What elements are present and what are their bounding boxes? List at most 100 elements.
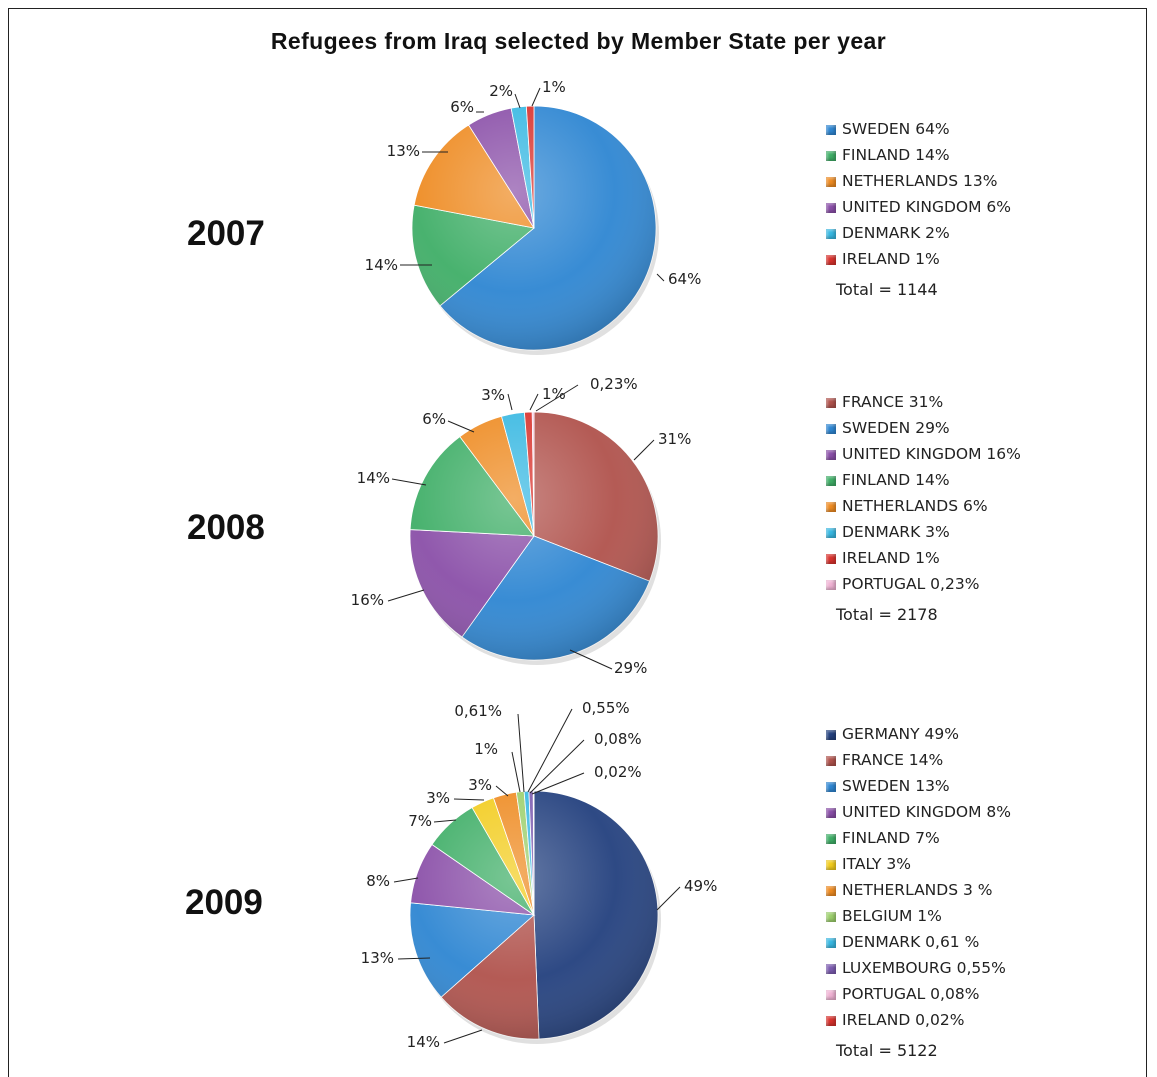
chart-title: Refugees from Iraq selected by Member St… bbox=[270, 28, 887, 54]
data-label: 31% bbox=[658, 430, 691, 448]
legend-item: DENMARK 0,61 % bbox=[826, 929, 1011, 955]
legend-label: NETHERLANDS 3 % bbox=[842, 881, 993, 899]
data-label: 13% bbox=[361, 949, 394, 967]
leader-line bbox=[531, 87, 541, 107]
legend-2008: FRANCE 31% SWEDEN 29% UNITED KINGDOM 16% FI… bbox=[826, 389, 1021, 624]
leader-line bbox=[397, 957, 431, 960]
pie-shine bbox=[410, 412, 658, 660]
data-label: 7% bbox=[408, 812, 432, 830]
leader-line bbox=[511, 751, 521, 793]
legend-swatch bbox=[826, 476, 836, 486]
leader-line bbox=[453, 798, 485, 801]
data-label: 1% bbox=[542, 78, 566, 96]
leader-line bbox=[531, 772, 585, 795]
pie-shine bbox=[412, 106, 656, 350]
legend-label: IRELAND 1% bbox=[842, 549, 940, 567]
legend-label: SWEDEN 13% bbox=[842, 777, 950, 795]
legend-swatch bbox=[826, 255, 836, 265]
leader-line bbox=[447, 420, 475, 433]
legend-label: FRANCE 31% bbox=[842, 393, 944, 411]
legend-item: FRANCE 14% bbox=[826, 747, 1011, 773]
legend-item: GERMANY 49% bbox=[826, 721, 1011, 747]
legend-label: PORTUGAL 0,23% bbox=[842, 575, 980, 593]
legend-swatch bbox=[826, 990, 836, 1000]
legend-item: UNITED KINGDOM 8% bbox=[826, 799, 1011, 825]
legend-label: UNITED KINGDOM 8% bbox=[842, 803, 1012, 821]
leader-line bbox=[507, 393, 513, 411]
legend-item: NETHERLANDS 13% bbox=[826, 168, 1011, 194]
legend-label: SWEDEN 29% bbox=[842, 419, 950, 437]
data-label: 1% bbox=[542, 385, 566, 403]
legend-item: IRELAND 0,02% bbox=[826, 1007, 1011, 1033]
legend-label: UNITED KINGDOM 16% bbox=[842, 445, 1021, 463]
data-label: 0,23% bbox=[590, 375, 638, 393]
data-label: 14% bbox=[357, 469, 390, 487]
legend-label: IRELAND 0,02% bbox=[842, 1011, 965, 1029]
legend-label: NETHERLANDS 6% bbox=[842, 497, 988, 515]
legend-item: FINLAND 7% bbox=[826, 825, 1011, 851]
legend-swatch bbox=[826, 834, 836, 844]
legend-swatch bbox=[826, 1016, 836, 1026]
legend-item: PORTUGAL 0,23% bbox=[826, 571, 1021, 597]
legend-swatch bbox=[826, 229, 836, 239]
data-label: 14% bbox=[407, 1033, 440, 1051]
leader-line bbox=[527, 708, 573, 793]
legend-item: SWEDEN 64% bbox=[826, 116, 1011, 142]
legend-swatch bbox=[826, 860, 836, 870]
legend-label: LUXEMBOURG 0,55% bbox=[842, 959, 1006, 977]
leader-line bbox=[495, 785, 509, 797]
legend-item: DENMARK 2% bbox=[826, 220, 1011, 246]
data-label: 16% bbox=[351, 591, 384, 609]
data-label: 0,55% bbox=[582, 699, 630, 717]
legend-item: DENMARK 3% bbox=[826, 519, 1021, 545]
legend-label: FRANCE 14% bbox=[842, 751, 944, 769]
data-label: 0,61% bbox=[454, 702, 502, 720]
legend-item: UNITED KINGDOM 6% bbox=[826, 194, 1011, 220]
legend-label: PORTUGAL 0,08% bbox=[842, 985, 980, 1003]
legend-swatch bbox=[826, 502, 836, 512]
legend-swatch bbox=[826, 177, 836, 187]
legend-label: SWEDEN 64% bbox=[842, 120, 950, 138]
legend-swatch bbox=[826, 580, 836, 590]
legend-item: IRELAND 1% bbox=[826, 246, 1011, 272]
legend-swatch bbox=[826, 782, 836, 792]
data-label: 3% bbox=[426, 789, 450, 807]
legend-swatch bbox=[826, 203, 836, 213]
legend-label: FINLAND 14% bbox=[842, 471, 950, 489]
legend-item: UNITED KINGDOM 16% bbox=[826, 441, 1021, 467]
leader-line bbox=[387, 589, 425, 602]
year-label-2007: 2007 bbox=[187, 214, 265, 253]
legend-item: FINLAND 14% bbox=[826, 467, 1021, 493]
legend-swatch bbox=[826, 424, 836, 434]
pie-2009: 49% 14% 13% 8% 7% 3% 3% 1% 0,61% 0,55% 0,08% 0,02% bbox=[361, 699, 718, 1051]
leader-line bbox=[656, 273, 665, 282]
leader-line bbox=[529, 393, 539, 411]
leader-line bbox=[514, 93, 521, 109]
total-label: Total = 5122 bbox=[836, 1041, 938, 1060]
data-label: 49% bbox=[684, 877, 717, 895]
data-label: 6% bbox=[450, 98, 474, 116]
legend-item: NETHERLANDS 3 % bbox=[826, 877, 1011, 903]
legend-label: GERMANY 49% bbox=[842, 725, 959, 743]
legend-item: FINLAND 14% bbox=[826, 142, 1011, 168]
legend-item: PORTUGAL 0,08% bbox=[826, 981, 1011, 1007]
legend-item: NETHERLANDS 6% bbox=[826, 493, 1021, 519]
legend-label: ITALY 3% bbox=[842, 855, 912, 873]
leader-line bbox=[633, 439, 655, 461]
leader-line bbox=[393, 877, 419, 883]
data-label: 8% bbox=[366, 872, 390, 890]
legend-swatch bbox=[826, 398, 836, 408]
legend-item: FRANCE 31% bbox=[826, 389, 1021, 415]
data-label: 14% bbox=[365, 256, 398, 274]
data-label: 2% bbox=[489, 82, 513, 100]
data-label: 0,02% bbox=[594, 763, 642, 781]
data-label: 3% bbox=[481, 386, 505, 404]
data-label: 64% bbox=[668, 270, 701, 288]
pie-2008: 31% 29% 16% 14% 6% 3% 1% 0,23% bbox=[351, 375, 692, 677]
legend-swatch bbox=[826, 554, 836, 564]
legend-item: IRELAND 1% bbox=[826, 545, 1021, 571]
leader-line bbox=[391, 478, 427, 486]
leader-line bbox=[517, 713, 525, 793]
legend-item: SWEDEN 29% bbox=[826, 415, 1021, 441]
